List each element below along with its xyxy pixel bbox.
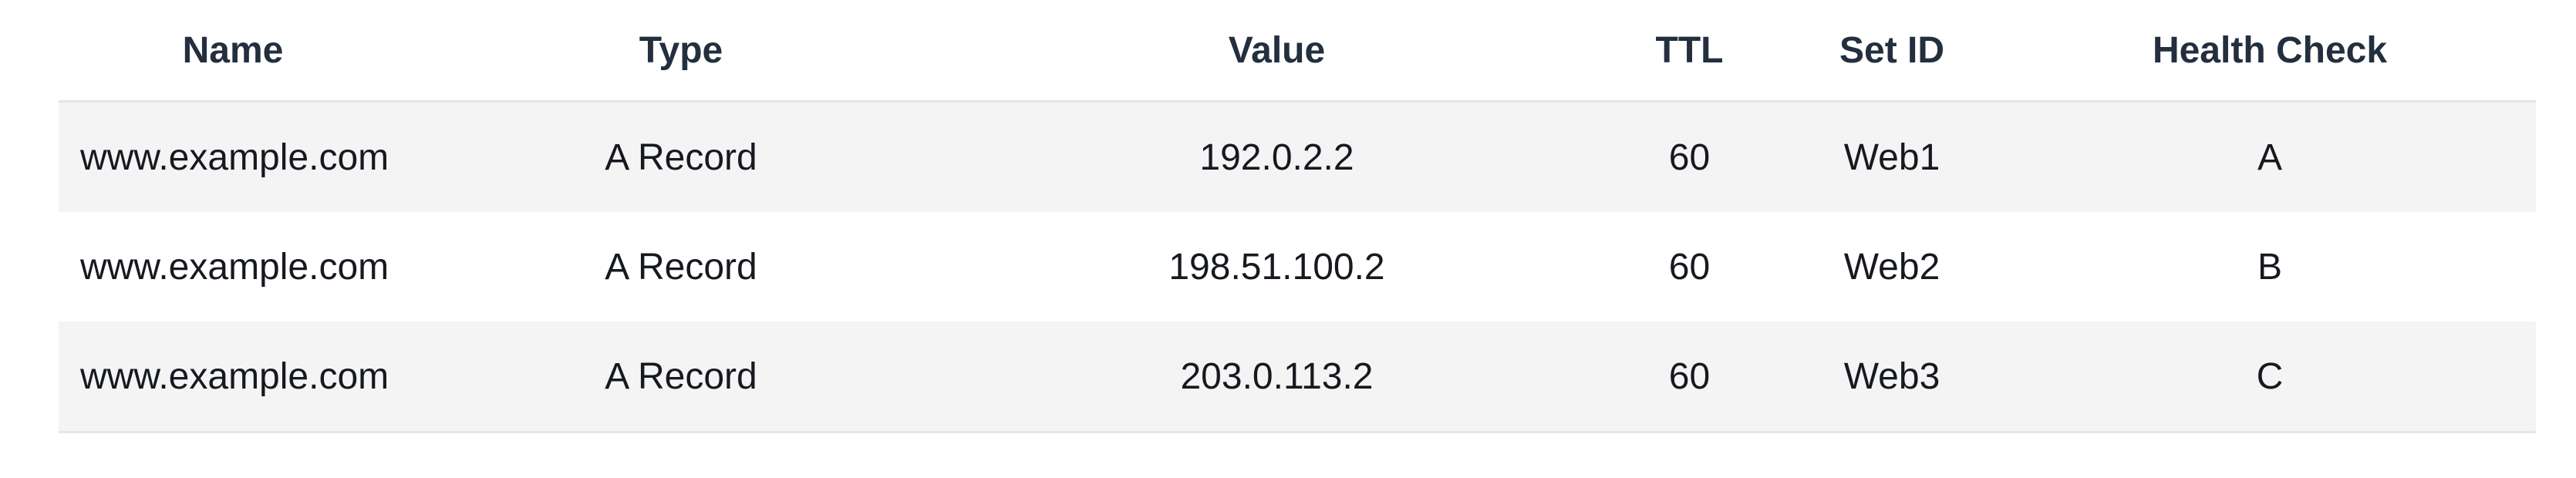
records-table-container: Name Type Value TTL Set ID Health Check … (59, 0, 2536, 433)
table-body: www.example.com A Record 192.0.2.2 60 We… (59, 101, 2536, 433)
cell-ttl: 60 (1599, 321, 1780, 433)
column-header-value[interactable]: Value (955, 0, 1599, 103)
table-row[interactable]: www.example.com A Record 203.0.113.2 60 … (59, 321, 2536, 433)
table-row[interactable]: www.example.com A Record 198.51.100.2 60… (59, 212, 2536, 321)
cell-type: A Record (407, 212, 955, 321)
table-row[interactable]: www.example.com A Record 192.0.2.2 60 We… (59, 101, 2536, 212)
column-header-ttl[interactable]: TTL (1599, 0, 1780, 103)
cell-type: A Record (407, 321, 955, 433)
header-row: Name Type Value TTL Set ID Health Check (59, 0, 2536, 103)
cell-health-check: A (2004, 101, 2536, 212)
cell-set-id: Web2 (1780, 212, 2004, 321)
cell-type: A Record (407, 101, 955, 212)
cell-health-check: B (2004, 212, 2536, 321)
table-header: Name Type Value TTL Set ID Health Check (59, 0, 2536, 103)
column-header-health-check[interactable]: Health Check (2004, 0, 2536, 103)
cell-value: 192.0.2.2 (955, 101, 1599, 212)
cell-health-check: C (2004, 321, 2536, 433)
cell-set-id: Web3 (1780, 321, 2004, 433)
column-header-type[interactable]: Type (407, 0, 955, 103)
column-header-name[interactable]: Name (59, 0, 407, 103)
cell-value: 203.0.113.2 (955, 321, 1599, 433)
records-table: Name Type Value TTL Set ID Health Check … (59, 0, 2536, 433)
cell-ttl: 60 (1599, 101, 1780, 212)
cell-ttl: 60 (1599, 212, 1780, 321)
column-header-set-id[interactable]: Set ID (1780, 0, 2004, 103)
cell-name: www.example.com (59, 212, 407, 321)
cell-set-id: Web1 (1780, 101, 2004, 212)
cell-value: 198.51.100.2 (955, 212, 1599, 321)
cell-name: www.example.com (59, 321, 407, 433)
cell-name: www.example.com (59, 101, 407, 212)
